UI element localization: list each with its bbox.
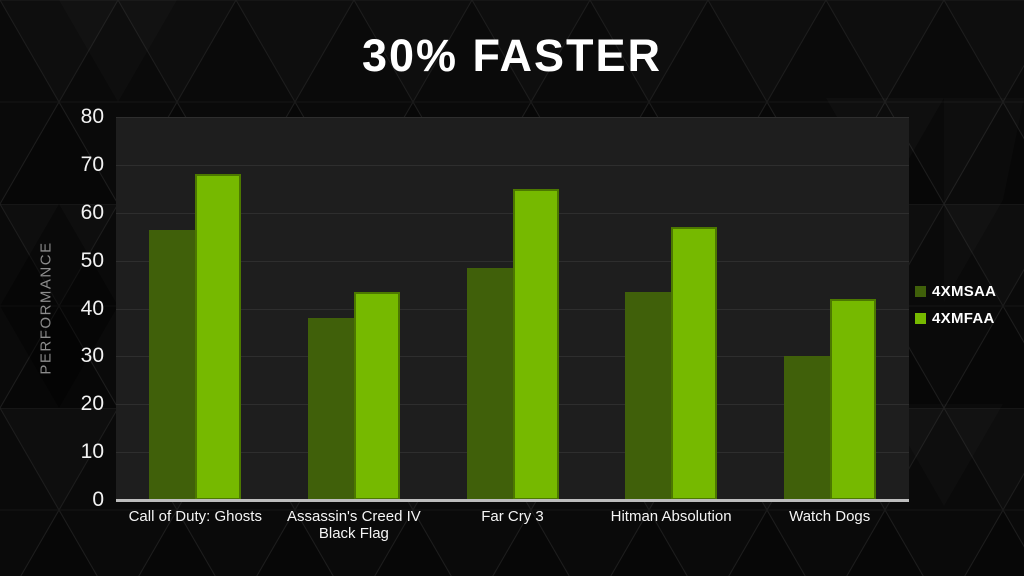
legend: 4XMSAA 4XMFAA [915, 283, 996, 327]
y-tick-label: 30 [80, 344, 104, 368]
x-category-label-assassin-s-creed-iv-black-flag: Assassin's Creed IV Black Flag [287, 508, 421, 542]
bar-4xmsaa-watch-dogs [783, 356, 830, 500]
x-category-label-hitman-absolution: Hitman Absolution [610, 508, 732, 525]
y-tick-label: 40 [80, 296, 104, 320]
bar-4xmfaa-watch-dogs [829, 298, 876, 500]
legend-label-4xmsaa: 4XMSAA [932, 283, 997, 300]
bar-4xmfaa-call-of-duty-ghosts [195, 174, 242, 500]
bar-4xmsaa-hitman-absolution [625, 291, 672, 500]
gridline-70 [116, 164, 909, 166]
x-category-label-call-of-duty-ghosts: Call of Duty: Ghosts [128, 508, 262, 525]
legend-label-4xmfaa: 4XMFAA [932, 310, 995, 327]
bar-4xmfaa-hitman-absolution [671, 227, 718, 500]
y-tick-label: 0 [92, 488, 104, 511]
gridline-80 [116, 117, 909, 118]
legend-item-4xmsaa: 4XMSAA [915, 283, 996, 300]
legend-item-4xmfaa: 4XMFAA [915, 310, 996, 327]
chart-title: 30% FASTER [361, 30, 663, 81]
y-tick-label: 70 [80, 152, 104, 176]
y-tick-label: 60 [80, 200, 104, 224]
x-axis-line [116, 499, 909, 502]
bar-4xmfaa-assassin-s-creed-iv-black-flag [353, 291, 400, 500]
bar-4xmsaa-call-of-duty-ghosts [149, 229, 196, 500]
legend-swatch-4xmsaa [915, 286, 926, 297]
bar-4xmsaa-far-cry-3 [466, 267, 513, 500]
bar-4xmsaa-assassin-s-creed-iv-black-flag [307, 318, 354, 500]
legend-swatch-4xmfaa [915, 313, 926, 324]
y-tick-label: 50 [80, 248, 104, 272]
y-tick-label: 80 [80, 105, 104, 128]
x-category-label-watch-dogs: Watch Dogs [789, 508, 871, 525]
x-category-label-far-cry-3: Far Cry 3 [481, 508, 544, 525]
plot-area [116, 117, 909, 500]
y-tick-label: 10 [80, 440, 104, 464]
y-tick-label: 20 [80, 392, 104, 416]
bar-4xmfaa-far-cry-3 [512, 188, 559, 500]
